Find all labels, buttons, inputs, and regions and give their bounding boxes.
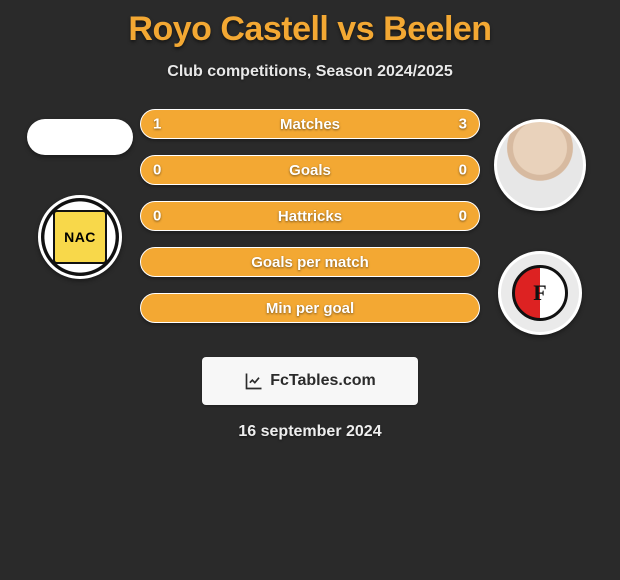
stat-bars: 1 Matches 3 0 Goals 0 0 Hattricks 0 Goal… xyxy=(140,109,480,335)
left-player-column: NAC xyxy=(20,109,140,335)
date: 16 september 2024 xyxy=(0,423,620,441)
stat-label: Goals xyxy=(289,162,331,179)
content-row: NAC 1 Matches 3 0 Goals 0 0 Hattricks 0 … xyxy=(0,109,620,335)
stat-right-value: 3 xyxy=(459,116,467,133)
subtitle: Club competitions, Season 2024/2025 xyxy=(0,63,620,81)
stat-label: Matches xyxy=(280,116,340,133)
page-title: Royo Castell vs Beelen xyxy=(0,10,620,49)
stat-bar: 0 Hattricks 0 xyxy=(140,201,480,231)
stat-left-value: 0 xyxy=(153,208,161,225)
right-player-column: F xyxy=(480,109,600,335)
stat-label: Min per goal xyxy=(266,300,354,317)
player-avatar-right xyxy=(494,119,586,211)
stat-label: Hattricks xyxy=(278,208,342,225)
chart-icon xyxy=(244,371,264,391)
club-code-left: NAC xyxy=(53,210,107,264)
stat-right-value: 0 xyxy=(459,162,467,179)
stat-left-value: 0 xyxy=(153,162,161,179)
stat-bar: 1 Matches 3 xyxy=(140,109,480,139)
club-logo-right: F xyxy=(498,251,582,335)
club-code-right: F xyxy=(512,265,568,321)
stat-bar: Goals per match xyxy=(140,247,480,277)
stat-right-value: 0 xyxy=(459,208,467,225)
comparison-infographic: Royo Castell vs Beelen Club competitions… xyxy=(0,0,620,580)
player-avatar-left xyxy=(27,119,133,155)
watermark: FcTables.com xyxy=(202,357,418,405)
watermark-text: FcTables.com xyxy=(270,372,376,390)
stat-bar: 0 Goals 0 xyxy=(140,155,480,185)
stat-label: Goals per match xyxy=(251,254,369,271)
stat-left-value: 1 xyxy=(153,116,161,133)
stat-bar: Min per goal xyxy=(140,293,480,323)
club-logo-left: NAC xyxy=(38,195,122,279)
